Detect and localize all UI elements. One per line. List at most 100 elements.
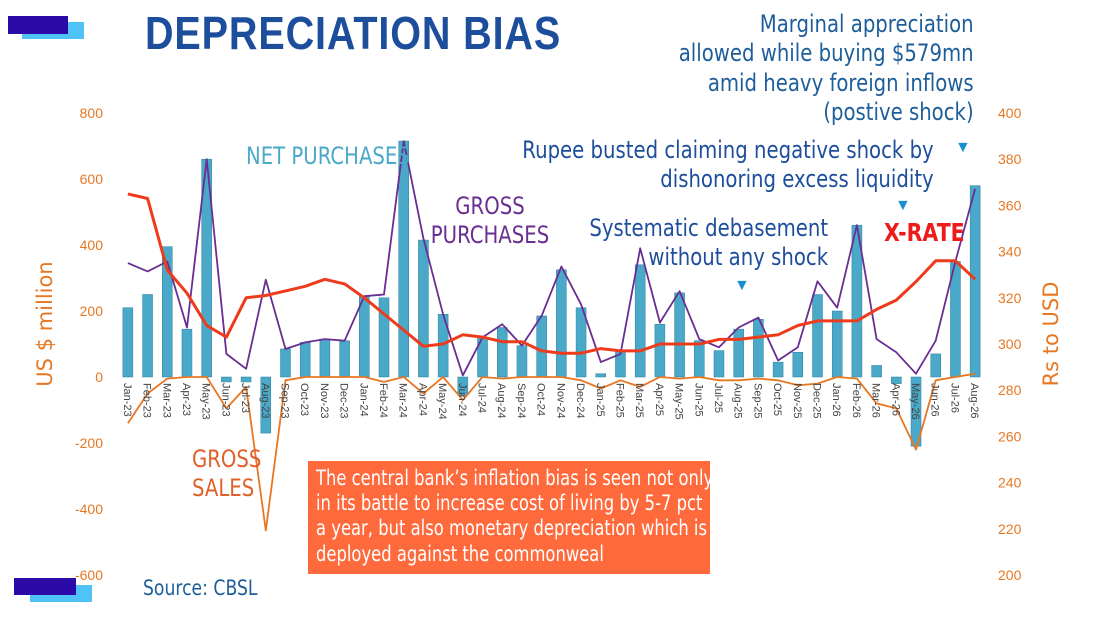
bar bbox=[280, 348, 291, 378]
x-tick-label: May-25 bbox=[673, 383, 685, 420]
x-tick-label: Apr-24 bbox=[416, 383, 428, 416]
bar bbox=[260, 376, 272, 434]
x-tick-label: Dec-23 bbox=[338, 383, 350, 418]
gross-purchases-label: GROSS PURCHASES bbox=[430, 192, 550, 250]
top-left-decoration-dark bbox=[8, 16, 68, 34]
y2-tick-label: 380 bbox=[998, 151, 1022, 167]
bar bbox=[142, 294, 153, 378]
bar bbox=[694, 340, 705, 378]
x-tick-label: Aug-26 bbox=[968, 383, 980, 418]
y2-tick-label: 300 bbox=[998, 336, 1022, 352]
bar bbox=[378, 297, 390, 378]
callout-text: The central bank’s inflation bias is see… bbox=[316, 466, 710, 566]
bar bbox=[457, 376, 469, 396]
y-tick-label: -200 bbox=[75, 435, 103, 451]
x-tick-label: Jun-24 bbox=[456, 383, 468, 417]
callout-box: The central bank’s inflation bias is see… bbox=[308, 461, 710, 574]
y2-tick-label: 340 bbox=[998, 244, 1022, 260]
bar bbox=[753, 319, 764, 378]
y-tick-label: 800 bbox=[80, 105, 104, 121]
bar bbox=[713, 350, 725, 378]
x-tick-label: Sep-24 bbox=[515, 383, 527, 418]
y-tick-label: 0 bbox=[95, 369, 103, 385]
xrate-line bbox=[127, 192, 977, 355]
gross-sales-line bbox=[127, 372, 976, 532]
bar bbox=[162, 246, 173, 378]
y-tick-label: 200 bbox=[80, 303, 104, 319]
x-tick-label: Mar-26 bbox=[870, 383, 882, 418]
x-tick-label: Aug-23 bbox=[259, 383, 271, 418]
y2-tick-label: 260 bbox=[998, 428, 1022, 444]
x-tick-label: Mar-24 bbox=[397, 383, 409, 418]
x-tick-label: Jul-26 bbox=[948, 383, 960, 413]
bar bbox=[122, 307, 134, 378]
bar bbox=[556, 269, 567, 378]
bottom-left-decoration-dark bbox=[14, 578, 76, 595]
bar bbox=[812, 294, 823, 378]
bar bbox=[398, 140, 409, 378]
bar bbox=[319, 338, 331, 378]
y2-tick-label: 280 bbox=[998, 382, 1022, 398]
y-tick-label: -600 bbox=[75, 567, 103, 583]
bar bbox=[496, 327, 508, 378]
x-tick-label: Jan-26 bbox=[830, 383, 842, 417]
appreciation-annotation: Marginal appreciation allowed while buyi… bbox=[679, 10, 974, 126]
x-tick-label: Jan-23 bbox=[121, 383, 133, 417]
bar bbox=[792, 352, 804, 378]
y2-tick-label: 320 bbox=[998, 290, 1022, 306]
bar bbox=[595, 373, 607, 378]
x-tick-label: Jul-25 bbox=[712, 383, 724, 413]
xrate-label: X-RATE bbox=[884, 218, 965, 247]
x-tick-label: Dec-24 bbox=[574, 383, 586, 418]
y2-tick-label: 240 bbox=[998, 475, 1022, 491]
gross-sales-label: GROSS SALES bbox=[192, 445, 262, 503]
x-tick-label: Oct-24 bbox=[535, 383, 547, 416]
x-tick-label: May-26 bbox=[909, 383, 921, 420]
x-tick-label: May-23 bbox=[200, 383, 212, 420]
x-tick-label: Mar-23 bbox=[160, 383, 172, 418]
x-tick-label: Nov-24 bbox=[554, 383, 566, 418]
x-tick-label: Aug-25 bbox=[732, 383, 744, 418]
arrow-down-icon: ▼ bbox=[895, 197, 911, 214]
net-purchases-label: NET PURCHASES bbox=[246, 142, 410, 170]
y-tick-label: 400 bbox=[80, 237, 104, 253]
arrow-down-icon: ▼ bbox=[955, 139, 971, 156]
bar bbox=[969, 185, 981, 378]
x-tick-label: Nov-23 bbox=[318, 383, 330, 418]
x-tick-label: Aug-24 bbox=[495, 383, 507, 418]
x-tick-label: Sep-25 bbox=[751, 383, 763, 418]
bar bbox=[299, 342, 311, 378]
x-tick-label: Jun-23 bbox=[219, 383, 231, 417]
bar bbox=[733, 328, 744, 378]
bar bbox=[772, 361, 784, 378]
y-axis-label: US $ million bbox=[33, 261, 57, 386]
bar bbox=[536, 315, 547, 378]
y-tick-label: 600 bbox=[80, 171, 104, 187]
y2-axis-label: Rs to USD bbox=[1039, 282, 1063, 387]
bar bbox=[339, 340, 350, 378]
systematic-debasement-annotation: Systematic debasement without any shock bbox=[589, 214, 828, 272]
y2-tick-label: 220 bbox=[998, 521, 1022, 537]
page-title: DEPRECIATION BIAS bbox=[145, 7, 562, 59]
x-tick-label: Feb-23 bbox=[141, 383, 153, 418]
bar bbox=[240, 376, 252, 383]
bar bbox=[575, 307, 587, 378]
x-tick-label: Jan-24 bbox=[357, 383, 369, 417]
bar bbox=[418, 239, 429, 378]
bar bbox=[674, 292, 685, 378]
x-tick-label: Jun-26 bbox=[929, 383, 941, 417]
x-tick-label: Apr-26 bbox=[889, 383, 901, 416]
y2-tick-label: 200 bbox=[998, 567, 1022, 583]
bar bbox=[930, 353, 941, 378]
x-tick-label: Sep-23 bbox=[278, 383, 290, 418]
x-tick-label: Apr-25 bbox=[653, 383, 665, 416]
x-tick-label: Apr-23 bbox=[180, 383, 192, 416]
x-tick-label: Jul-23 bbox=[239, 383, 251, 413]
source-label: Source: CBSL bbox=[143, 576, 258, 600]
x-tick-label: Jan-25 bbox=[594, 383, 606, 417]
bar bbox=[654, 323, 666, 378]
bar bbox=[181, 328, 193, 378]
rupee-busted-annotation: Rupee busted claiming negative shock by … bbox=[522, 136, 934, 194]
y2-tick-label: 400 bbox=[998, 105, 1022, 121]
x-tick-label: Feb-25 bbox=[613, 383, 625, 418]
